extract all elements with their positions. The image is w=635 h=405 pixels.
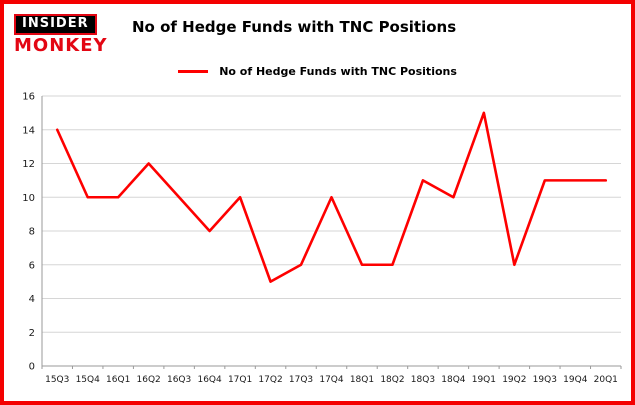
legend-line-swatch [178, 70, 209, 73]
insider-logo-text: INSIDER [14, 14, 97, 36]
svg-text:12: 12 [22, 159, 35, 170]
svg-text:17Q3: 17Q3 [289, 375, 313, 385]
legend-series-label: No of Hedge Funds with TNC Positions [219, 65, 457, 78]
svg-text:19Q3: 19Q3 [533, 375, 557, 385]
svg-text:17Q2: 17Q2 [258, 375, 282, 385]
svg-text:18Q1: 18Q1 [350, 375, 374, 385]
svg-text:18Q2: 18Q2 [380, 375, 404, 385]
monkey-logo-text: MONKEY [14, 35, 108, 57]
svg-text:8: 8 [29, 227, 35, 238]
svg-text:19Q4: 19Q4 [563, 375, 588, 385]
svg-text:16Q1: 16Q1 [106, 375, 130, 385]
svg-text:2: 2 [29, 328, 35, 339]
svg-text:14: 14 [22, 125, 35, 136]
svg-text:18Q3: 18Q3 [411, 375, 435, 385]
svg-text:19Q2: 19Q2 [502, 375, 526, 385]
svg-text:16Q2: 16Q2 [137, 375, 161, 385]
svg-text:0: 0 [29, 362, 35, 373]
svg-text:18Q4: 18Q4 [441, 375, 466, 385]
svg-text:6: 6 [29, 260, 35, 271]
svg-text:15Q4: 15Q4 [76, 375, 101, 385]
svg-text:20Q1: 20Q1 [594, 375, 618, 385]
svg-text:4: 4 [29, 294, 35, 305]
svg-text:16Q4: 16Q4 [197, 375, 222, 385]
svg-text:15Q3: 15Q3 [45, 375, 69, 385]
svg-text:17Q4: 17Q4 [319, 375, 344, 385]
svg-text:10: 10 [22, 193, 35, 204]
svg-text:19Q1: 19Q1 [472, 375, 496, 385]
hedge-funds-line-chart: 0 2 4 6 8 10 12 14 16 15Q3 15Q4 16Q1 16Q2 16Q3 16Q4 17Q… [22, 92, 622, 385]
svg-text:17Q1: 17Q1 [228, 375, 252, 385]
insider-monkey-logo: INSIDER MONKEY [14, 12, 118, 56]
chart-title: No of Hedge Funds with TNC Positions [132, 18, 457, 36]
svg-text:16Q3: 16Q3 [167, 375, 191, 385]
svg-text:16: 16 [22, 92, 35, 103]
chart-legend: No of Hedge Funds with TNC Positions [4, 61, 631, 80]
